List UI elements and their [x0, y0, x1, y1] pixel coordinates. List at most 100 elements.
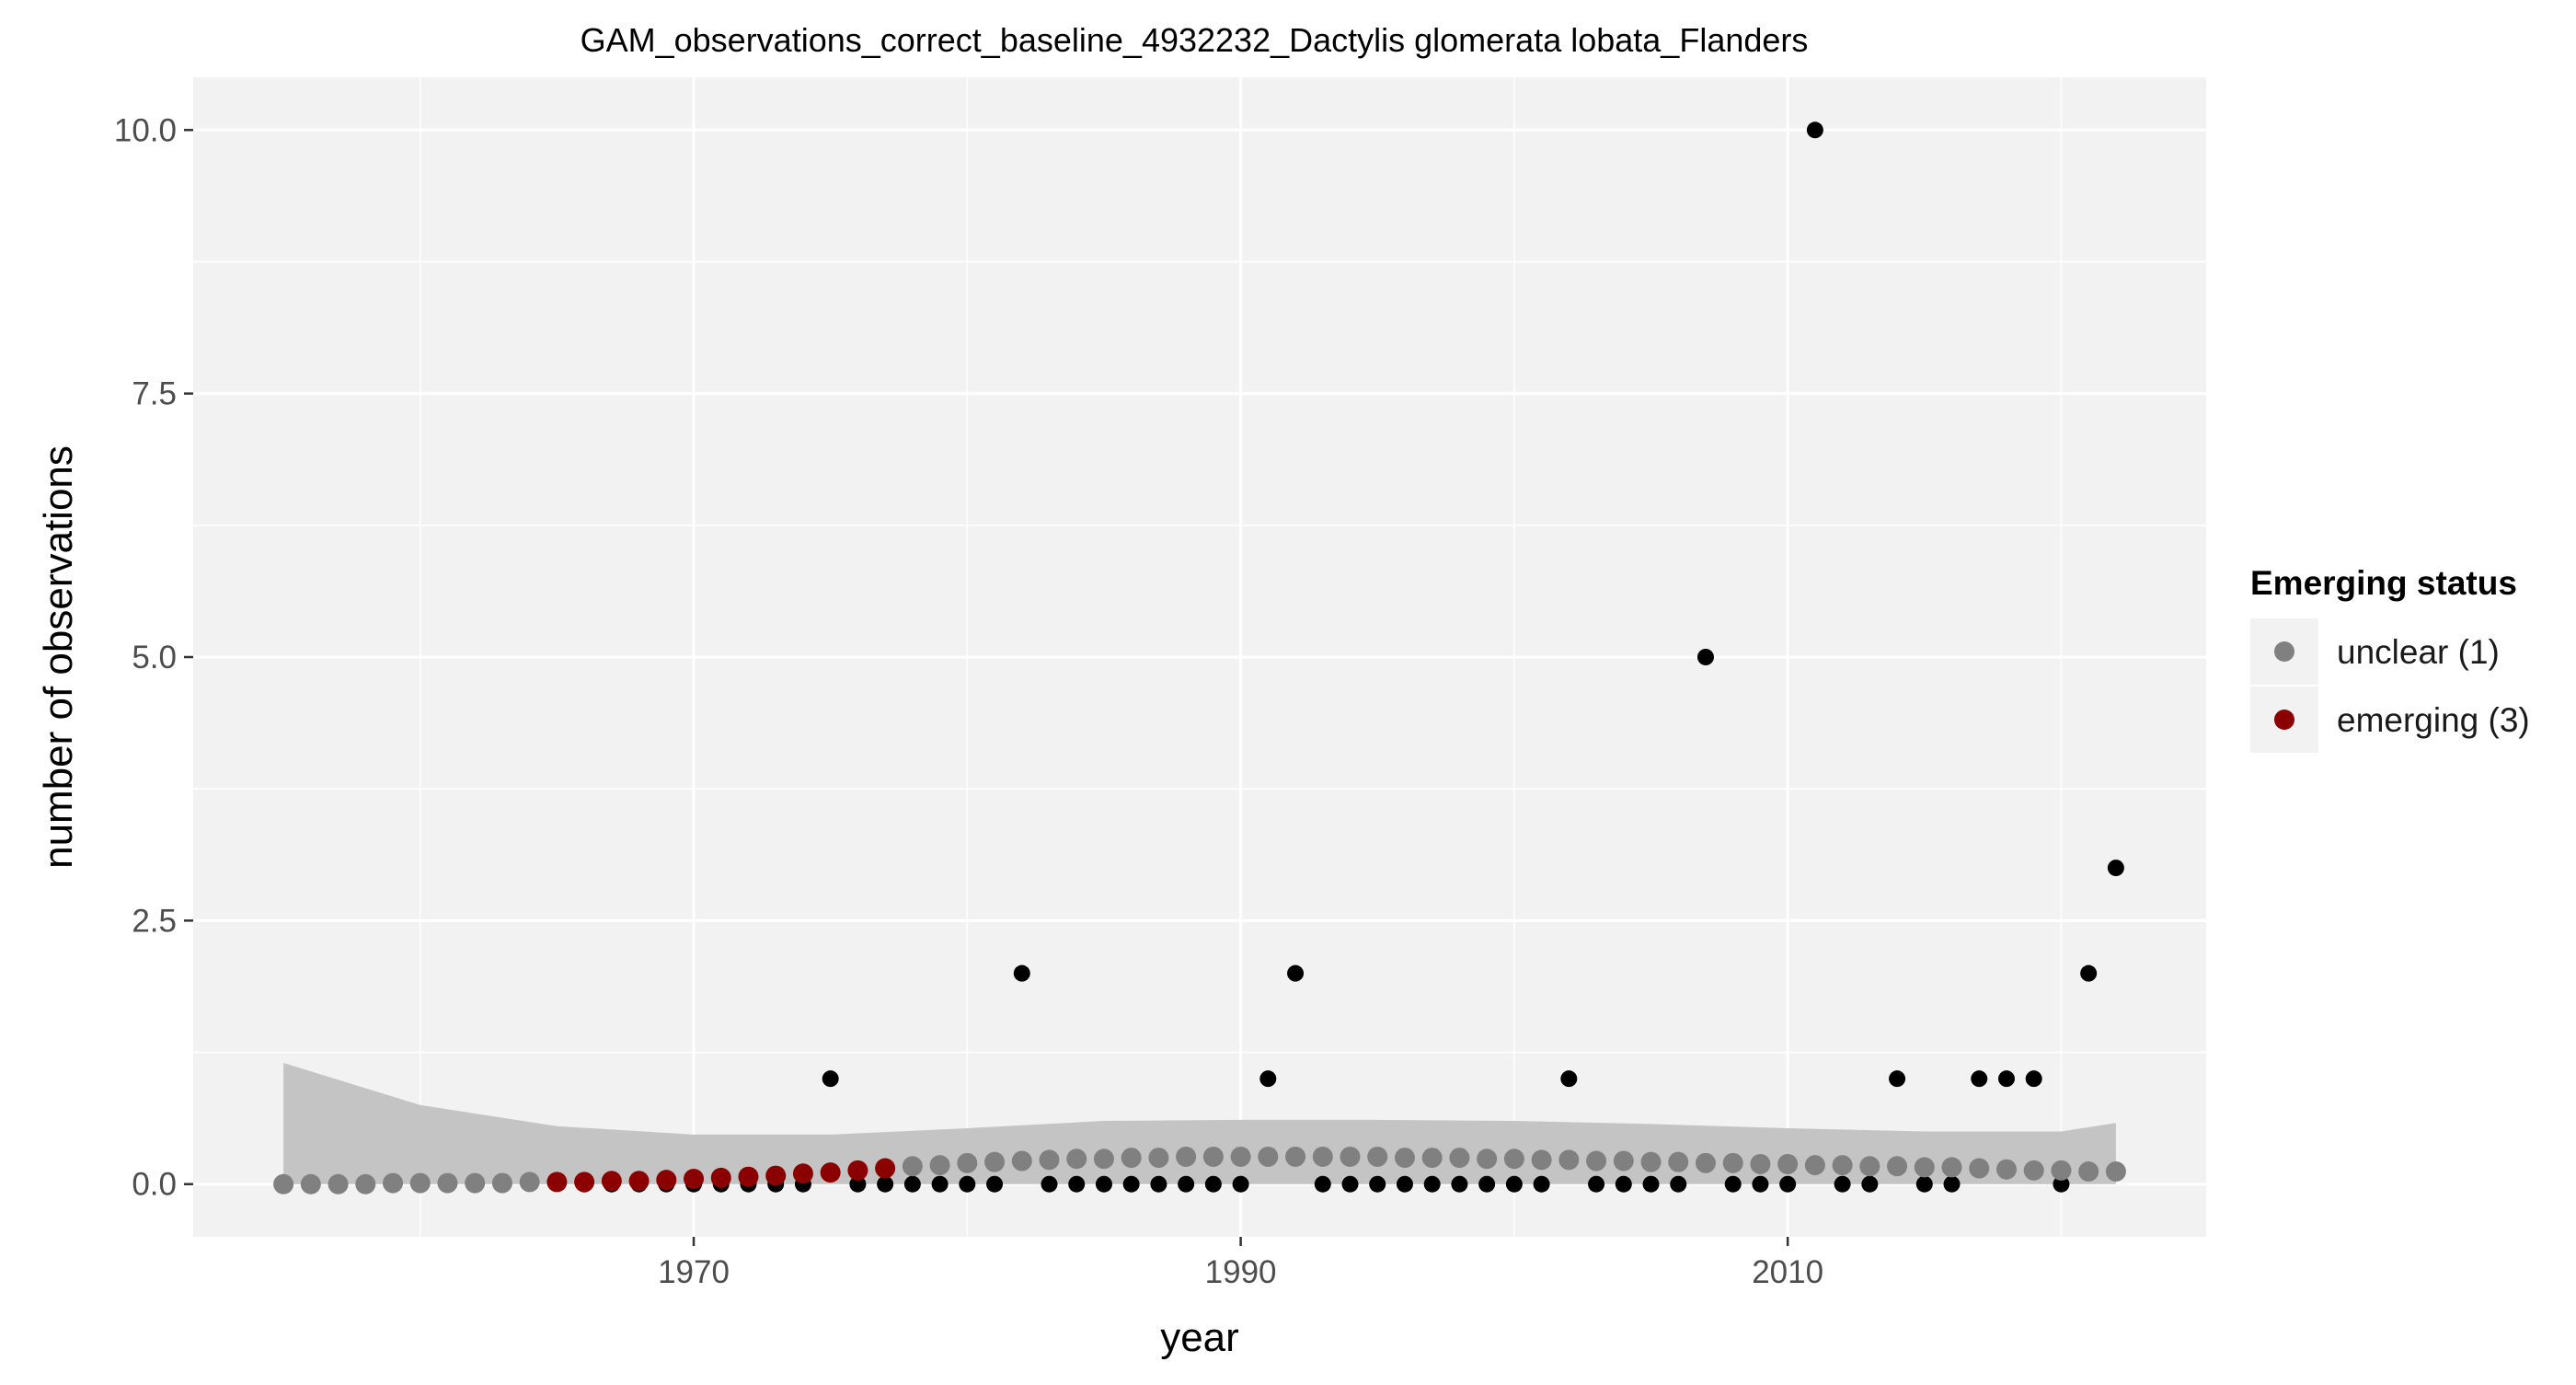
observation-point — [1560, 1070, 1578, 1088]
observation-point — [1423, 1175, 1441, 1193]
y-axis-title: number of observations — [36, 445, 81, 869]
gam-fit-point-unclear — [984, 1151, 1006, 1172]
gam-fit-point-unclear — [1914, 1157, 1935, 1178]
observation-point — [1150, 1175, 1167, 1193]
gam-fit-point-unclear — [519, 1171, 540, 1193]
gam-fit-point-unclear — [1285, 1146, 1306, 1167]
gam-fit-point-unclear — [1477, 1148, 1498, 1170]
gam-fit-point-unclear — [1995, 1159, 2017, 1180]
gam-fit-point-unclear — [1093, 1148, 1114, 1170]
observation-point — [1696, 649, 1714, 665]
gam-fit-point-emerging — [684, 1169, 705, 1189]
observation-point — [1232, 1175, 1249, 1193]
y-tick-label: 0.0 — [132, 1167, 177, 1203]
observation-point — [986, 1175, 1004, 1193]
legend: Emerging status unclear (1) emerging (3) — [2250, 564, 2530, 753]
x-tick-label: 2010 — [1752, 1254, 1823, 1290]
observation-point — [1396, 1175, 1413, 1193]
gam-fit-point-unclear — [491, 1172, 512, 1194]
gam-fit-point-unclear — [1230, 1146, 1251, 1167]
gam-fit-point-emerging — [601, 1171, 622, 1192]
gam-fit-point-unclear — [1421, 1148, 1443, 1169]
gam-fit-point-emerging — [875, 1158, 896, 1179]
gam-fit-point-unclear — [273, 1173, 294, 1195]
gam-fit-point-unclear — [465, 1172, 486, 1194]
gam-fit-point-unclear — [929, 1155, 950, 1176]
gam-fit-point-unclear — [1722, 1152, 1743, 1173]
observation-point — [1642, 1175, 1660, 1193]
gam-fit-point-unclear — [1202, 1146, 1224, 1167]
observation-point — [1178, 1175, 1195, 1193]
observation-point — [2080, 964, 2098, 982]
observation-point — [1752, 1175, 1769, 1193]
observation-point — [1451, 1175, 1468, 1193]
legend-label-emerging: emerging (3) — [2337, 701, 2530, 739]
observation-point — [2107, 860, 2124, 877]
observation-point — [1533, 1175, 1550, 1193]
observation-point — [1204, 1175, 1222, 1193]
observation-point — [959, 1175, 976, 1193]
legend-label-unclear: unclear (1) — [2337, 633, 2500, 671]
observation-point — [1259, 1070, 1277, 1088]
observation-point — [1478, 1175, 1496, 1193]
gam-fit-point-unclear — [1586, 1150, 1607, 1171]
gam-fit-point-unclear — [1859, 1156, 1880, 1177]
observation-point — [1314, 1175, 1331, 1193]
gam-fit-point-unclear — [355, 1173, 376, 1195]
gam-fit-point-unclear — [1176, 1146, 1197, 1167]
gam-fit-point-unclear — [1011, 1150, 1032, 1171]
gam-fit-point-unclear — [1367, 1146, 1388, 1167]
gam-fit-point-unclear — [1148, 1148, 1169, 1169]
gam-fit-point-unclear — [2051, 1160, 2072, 1181]
y-tick-label: 2.5 — [132, 903, 177, 939]
gam-fit-point-unclear — [300, 1173, 321, 1195]
observation-point — [1943, 1175, 1961, 1193]
observation-point — [877, 1175, 894, 1193]
confidence-band-layer — [283, 1063, 2116, 1184]
observation-point — [1505, 1175, 1523, 1193]
gam-fit-point-unclear — [1558, 1149, 1580, 1171]
gam-fit-point-unclear — [2023, 1160, 2044, 1181]
observation-point — [1670, 1175, 1687, 1193]
gam-fit-point-unclear — [902, 1156, 923, 1177]
observation-point — [2053, 1175, 2070, 1193]
gam-fit-point-unclear — [1258, 1146, 1279, 1167]
gam-fit-point-unclear — [1668, 1151, 1689, 1172]
gam-fit-point-unclear — [1066, 1148, 1087, 1170]
gam-fit-point-unclear — [1394, 1148, 1415, 1169]
gam-fit-point-unclear — [1969, 1158, 1990, 1179]
x-tick-label: 1990 — [1205, 1254, 1277, 1290]
observation-point — [903, 1175, 921, 1193]
y-tick-label: 10.0 — [114, 112, 177, 148]
y-tick-label: 7.5 — [132, 376, 177, 412]
chart-title: GAM_observations_correct_baseline_493223… — [581, 21, 1809, 59]
observation-point — [1971, 1070, 1988, 1088]
axes-layer: 0.0 2.5 5.0 7.5 10.0 1970 1990 2010 — [114, 112, 1823, 1290]
gam-fit-point-unclear — [383, 1172, 404, 1194]
gam-fit-point-unclear — [1039, 1149, 1060, 1171]
gam-fit-point-emerging — [628, 1171, 650, 1192]
confidence-band — [283, 1063, 2116, 1184]
x-axis-title: year — [1160, 1315, 1239, 1360]
gam-fit-point-emerging — [792, 1163, 813, 1184]
gam-fit-point-unclear — [1503, 1148, 1524, 1170]
gam-fit-point-unclear — [328, 1173, 349, 1195]
gam-fit-point-unclear — [1832, 1155, 1853, 1176]
gam-fit-point-unclear — [437, 1172, 458, 1194]
gam-fit-point-unclear — [1449, 1148, 1470, 1169]
observation-point — [1287, 964, 1305, 982]
gam-fit-point-unclear — [2078, 1160, 2099, 1182]
gam-fit-point-emerging — [738, 1166, 759, 1187]
observation-point — [1095, 1175, 1112, 1193]
x-tick-label: 1970 — [658, 1254, 730, 1290]
gam-fit-point-unclear — [1340, 1146, 1361, 1167]
observation-point — [2025, 1070, 2042, 1088]
observation-point — [1889, 1070, 1906, 1088]
observation-point — [822, 1070, 839, 1088]
gam-fit-point-emerging — [847, 1160, 868, 1181]
gam-fit-point-emerging — [710, 1167, 731, 1188]
observation-point — [1041, 1175, 1058, 1193]
gam-fit-point-emerging — [574, 1171, 595, 1193]
